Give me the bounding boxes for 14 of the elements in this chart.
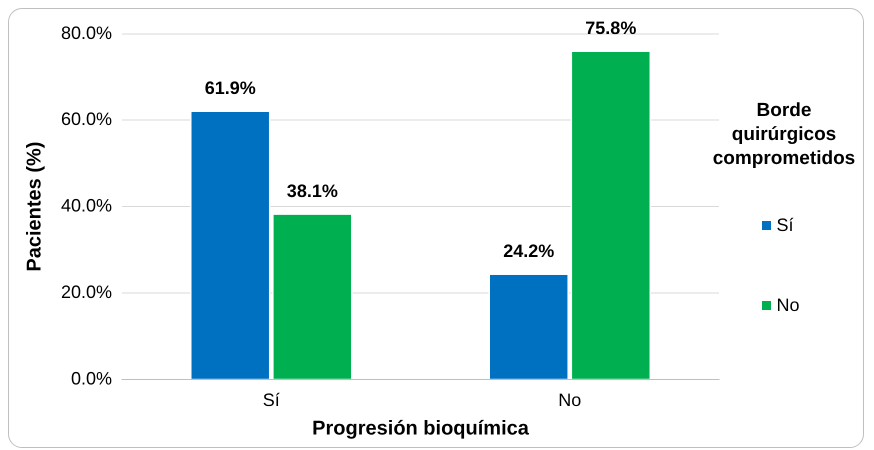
y-tick-label: 0.0% <box>71 368 112 388</box>
legend-label: No <box>776 294 801 316</box>
y-tick-label: 80.0% <box>60 22 112 43</box>
data-label: 61.9% <box>204 78 256 98</box>
legend-label: Sí <box>776 214 795 236</box>
y-tick-label: 60.0% <box>60 109 112 130</box>
y-tick-label: 20.0% <box>60 282 112 302</box>
data-label: 38.1% <box>286 180 338 201</box>
data-label: 24.2% <box>503 240 554 261</box>
legend-title: Borde quirúrgicos comprometidos <box>712 99 856 171</box>
data-label: 75.8% <box>585 18 636 38</box>
x-axis-title: Progresión bioquímica <box>312 418 530 440</box>
y-axis-title: Pacientes (%) <box>24 142 46 272</box>
y-tick-label: 40.0% <box>60 196 112 216</box>
